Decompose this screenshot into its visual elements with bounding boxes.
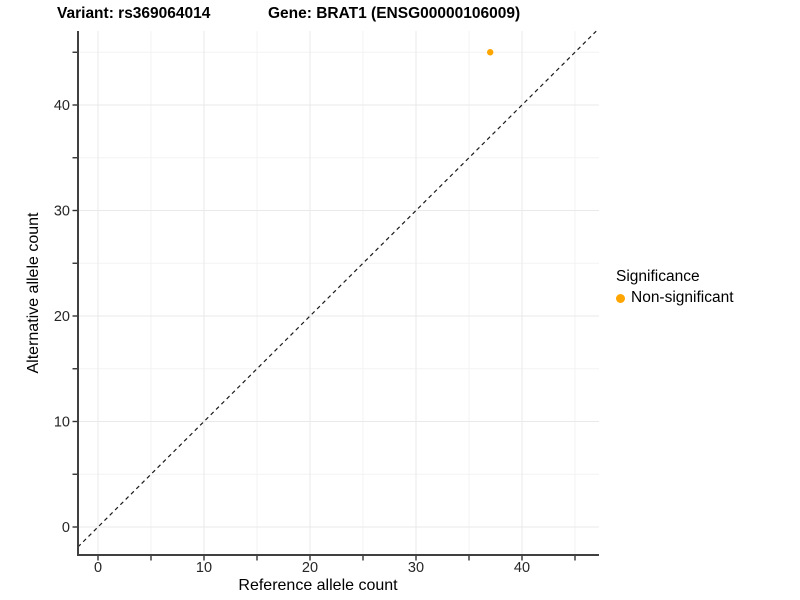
legend-item-label: Non-significant: [631, 289, 734, 306]
y-axis-title: Alternative allele count: [25, 212, 42, 374]
x-tick-label: 40: [514, 560, 530, 576]
data-point: [487, 49, 494, 56]
x-tick-label: 10: [196, 560, 212, 576]
y-tick-label: 10: [54, 415, 70, 431]
x-axis-title: Reference allele count: [238, 577, 398, 594]
y-tick-label: 30: [54, 204, 70, 220]
y-tick-label: 20: [54, 309, 70, 325]
x-tick-label: 30: [408, 560, 424, 576]
legend: Significance Non-significant: [616, 268, 734, 307]
legend-item: Non-significant: [616, 289, 734, 307]
x-tick-label: 20: [302, 560, 318, 576]
legend-title: Significance: [616, 268, 700, 285]
y-tick-label: 40: [54, 98, 70, 114]
x-tick-label: 0: [94, 560, 102, 576]
identity-reference-line: [77, 30, 597, 548]
legend-point-icon: [616, 293, 625, 303]
gene-title: Gene: BRAT1 (ENSG00000106009): [268, 5, 521, 22]
variant-title: Variant: rs369064014: [57, 5, 211, 22]
y-tick-label: 0: [62, 520, 70, 536]
